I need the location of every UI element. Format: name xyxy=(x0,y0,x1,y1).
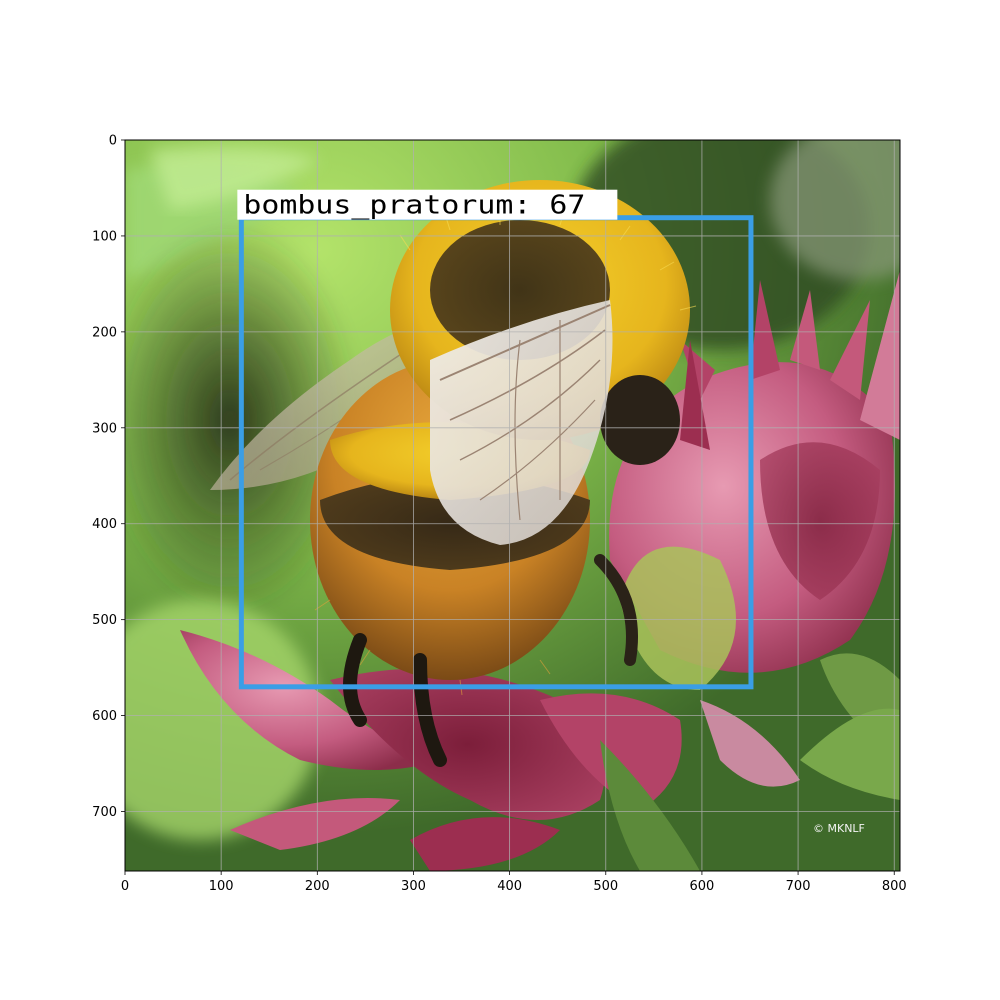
detections: bombus_pratorum: 67 xyxy=(237,189,754,690)
x-tick-label: 200 xyxy=(305,879,330,894)
x-tick-label: 800 xyxy=(882,879,907,894)
y-tick-label: 300 xyxy=(92,421,117,436)
y-tick-label: 700 xyxy=(92,805,117,820)
x-tick-label: 0 xyxy=(121,879,129,894)
x-tick-label: 300 xyxy=(401,879,426,894)
bumblebee-photo: © MKNLF xyxy=(125,140,900,871)
y-axis: 0 100 200 300 400 500 600 700 xyxy=(92,134,125,820)
watermark: © MKNLF xyxy=(813,822,865,835)
y-tick-label: 400 xyxy=(92,517,117,532)
x-tick-label: 500 xyxy=(593,879,618,894)
y-tick-label: 100 xyxy=(92,229,117,244)
y-tick-label: 600 xyxy=(92,709,117,724)
detection-label-background xyxy=(237,189,618,220)
x-tick-label: 400 xyxy=(497,879,522,894)
x-axis: 0 100 200 300 400 500 600 700 800 xyxy=(121,871,907,894)
y-tick-label: 500 xyxy=(92,613,117,628)
detection-label: bombus_pratorum: 67 xyxy=(243,191,585,221)
x-tick-label: 600 xyxy=(690,879,715,894)
x-tick-label: 700 xyxy=(786,879,811,894)
y-tick-label: 200 xyxy=(92,325,117,340)
axes-frame xyxy=(124,139,901,872)
y-tick-label: 0 xyxy=(109,134,117,149)
x-tick-label: 100 xyxy=(209,879,234,894)
